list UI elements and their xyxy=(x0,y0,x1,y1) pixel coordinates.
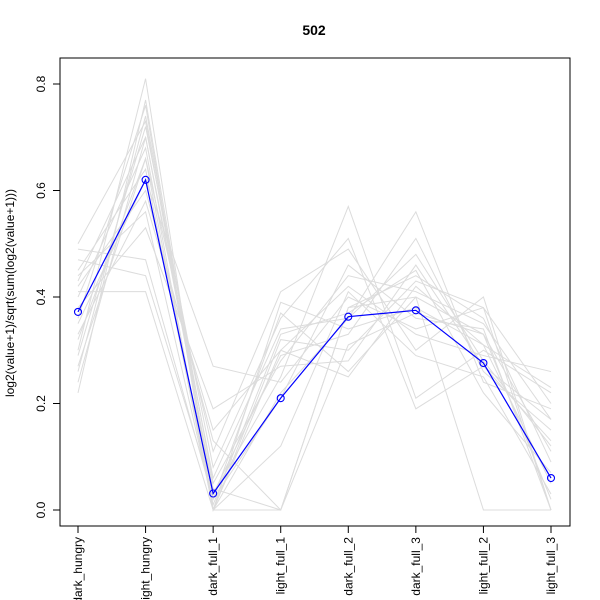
background-series-line-11 xyxy=(77,199,552,484)
background-series-line-6 xyxy=(77,237,552,496)
background-series-line-1 xyxy=(77,99,552,502)
highlight-point-0 xyxy=(73,307,83,316)
x-tick-label-2: dark_full_1 xyxy=(206,537,220,596)
highlight-point-7 xyxy=(546,473,556,483)
x-axis: dark_hungry light_hungry dark_full_1 light_… xyxy=(71,525,558,600)
x-tick-label-6: light_full_2 xyxy=(476,537,490,595)
y-axis-label: log2(value+1)/sqrt(sum(log2(value+1))) xyxy=(3,189,17,397)
background-series-line-13 xyxy=(77,248,552,511)
highlight-series-line xyxy=(77,178,552,495)
background-series-line-17 xyxy=(77,115,552,485)
x-tick-label-3: light_full_1 xyxy=(274,537,288,595)
x-tick-label-0: dark_hungry xyxy=(71,537,85,600)
x-tick-label-7: light_full_3 xyxy=(544,537,558,595)
plot-frame xyxy=(59,57,571,527)
highlight-point-3 xyxy=(276,394,285,403)
background-series-line-15 xyxy=(77,178,552,404)
background-series-line-19 xyxy=(77,156,552,512)
background-series-line-18 xyxy=(77,189,552,511)
highlight-series-group xyxy=(73,175,556,498)
y-tick-label-0: 0.0 xyxy=(34,501,48,518)
background-series-line-16 xyxy=(77,210,552,507)
y-tick-label-2: 0.4 xyxy=(34,288,48,305)
x-tick-label-4: dark_full_2 xyxy=(341,537,355,596)
y-axis: 0.0 0.2 0.4 0.6 0.8 xyxy=(34,75,61,518)
background-series-line-5 xyxy=(78,291,551,511)
y-tick-label-3: 0.6 xyxy=(34,182,48,199)
highlight-point-2 xyxy=(209,489,218,498)
x-tick-label-1: light_hungry xyxy=(139,537,153,600)
highlight-point-6 xyxy=(479,358,488,368)
y-tick-label-1: 0.2 xyxy=(34,395,48,412)
highlight-point-5 xyxy=(411,306,420,315)
y-tick-label-4: 0.8 xyxy=(34,75,48,92)
background-series-group xyxy=(77,78,552,512)
chart-title: 502 xyxy=(302,22,326,38)
highlight-point-4 xyxy=(344,312,353,321)
background-series-line-14 xyxy=(77,146,552,511)
highlight-point-1 xyxy=(141,175,150,184)
x-tick-label-5: dark_full_3 xyxy=(409,537,423,596)
